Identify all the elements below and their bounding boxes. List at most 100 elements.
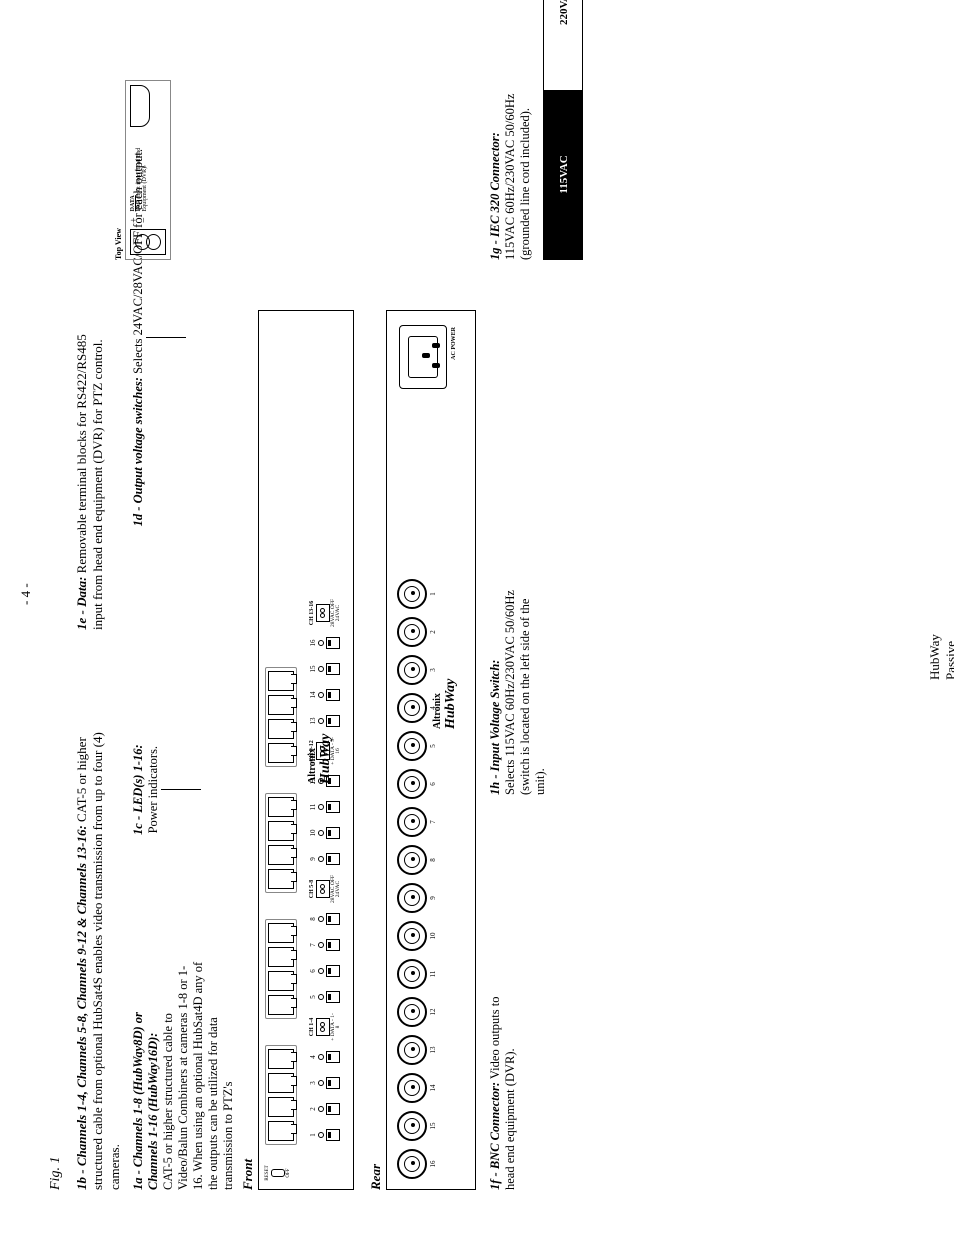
rj45-port-icon: [268, 845, 294, 865]
rj45-group: [265, 667, 297, 767]
channel-control: 7: [309, 935, 340, 955]
bnc-icon: [397, 883, 427, 913]
led-icon: [318, 916, 324, 922]
bnc-connector: 2: [397, 617, 437, 647]
callout-1g-title: 1g - IEC 320 Connector:: [488, 132, 502, 260]
figure-content: Fig. 1 1b - Channels 1-4, Channels 5-8, …: [48, 40, 928, 1190]
db9-connector-icon: [130, 85, 154, 127]
led-icon: [318, 692, 324, 698]
switch-icon: [326, 853, 340, 865]
rj45-port-icon: [268, 947, 294, 967]
switch-icon: [326, 965, 340, 977]
led-icon: [318, 1054, 324, 1060]
bnc-icon: [397, 845, 427, 875]
channel-control: 6: [309, 961, 340, 981]
callout-1f: 1f - BNC Connector: Video outputs to hea…: [488, 970, 583, 1190]
channel-control: 10: [309, 823, 340, 843]
channel-control: 15: [309, 659, 340, 679]
callout-1e: 1e - Data: Removable terminal blocks for…: [74, 330, 107, 630]
rj45-group: [265, 1045, 297, 1145]
channel-control: 2: [309, 1099, 340, 1119]
page-number: - 4 -: [18, 583, 34, 605]
rj45-group: [265, 793, 297, 893]
top-view-diagram: Top View + − DATA Data input from Head E…: [114, 80, 171, 260]
rj45-port-icon: [268, 821, 294, 841]
bnc-connector: 12: [397, 997, 437, 1027]
bnc-connector: 4: [397, 693, 437, 723]
terminal-block-icon: [130, 229, 166, 255]
terminal-minus: −: [140, 217, 150, 223]
bnc-connector: 14: [397, 1073, 437, 1103]
bnc-connector: 7: [397, 807, 437, 837]
led-icon: [318, 1080, 324, 1086]
bnc-icon: [397, 731, 427, 761]
rj45-port-icon: [268, 671, 294, 691]
switch-icon: [326, 715, 340, 727]
off-label: OFF: [286, 1163, 291, 1183]
logo-hubway: HubWay: [318, 734, 334, 784]
front-panel-label: Front: [240, 40, 256, 1190]
callout-1h: 1h - Input Voltage Switch: Selects 115VA…: [488, 575, 548, 795]
switch-icon: [326, 913, 340, 925]
iec-connector-icon: [399, 325, 447, 389]
callout-1g-body: 115VAC 60Hz/230VAC 50/60Hz (grounded lin…: [503, 94, 532, 260]
switch-icon: [326, 637, 340, 649]
switch-icon: [326, 1103, 340, 1115]
bnc-connector: 3: [397, 655, 437, 685]
rj45-port-icon: [268, 695, 294, 715]
front-panel-diagram: RESET OFF 1234CH 1-4+ DATA - 1-85678CH 5…: [258, 310, 354, 1190]
rear-logo-hubway: HubWay: [443, 679, 459, 729]
bnc-connector: 13: [397, 1035, 437, 1065]
rj45-port-icon: [268, 719, 294, 739]
led-icon: [318, 1106, 324, 1112]
switch-icon: [326, 1129, 340, 1141]
channel-control: 11: [309, 797, 340, 817]
led-icon: [318, 994, 324, 1000]
led-icon: [318, 968, 324, 974]
rear-panel-diagram: 16151413121110987654321 Altronix HubWay …: [386, 310, 476, 1190]
rj45-port-icon: [268, 1049, 294, 1069]
switch-icon: [326, 827, 340, 839]
bnc-connector: 8: [397, 845, 437, 875]
bnc-connector: 15: [397, 1111, 437, 1141]
bnc-icon: [397, 655, 427, 685]
bnc-connector: 1: [397, 579, 437, 609]
rj45-port-icon: [268, 971, 294, 991]
bnc-icon: [397, 959, 427, 989]
led-icon: [318, 942, 324, 948]
rj45-port-icon: [268, 1097, 294, 1117]
front-logo: Altronix HubWay: [307, 734, 334, 784]
led-icon: [318, 1132, 324, 1138]
rj45-port-icon: [268, 1073, 294, 1093]
channel-control: 16: [309, 633, 340, 653]
channel-control: 14: [309, 685, 340, 705]
bnc-icon: [397, 1035, 427, 1065]
bnc-connector: 9: [397, 883, 437, 913]
callout-1c-body: Power indicators.: [146, 746, 160, 833]
reset-label: RESET: [265, 1163, 270, 1183]
bnc-icon: [397, 1111, 427, 1141]
logo-altronix: Altronix: [307, 748, 318, 784]
bnc-icon: [397, 693, 427, 723]
bnc-icon: [397, 617, 427, 647]
led-icon: [318, 804, 324, 810]
callout-1c-title: 1c - LED(s) 1-16:: [131, 744, 145, 835]
callout-1d-title: 1d - Output voltage switches:: [131, 377, 145, 526]
ac-power-label: AC POWER: [451, 327, 457, 360]
bnc-connector: 16: [397, 1149, 437, 1179]
switch-icon: [326, 991, 340, 1003]
switch-icon: [326, 689, 340, 701]
callout-1b: 1b - Channels 1-4, Channels 5-8, Channel…: [74, 690, 123, 1190]
rj45-group: [265, 919, 297, 1019]
switch-icon: [326, 801, 340, 813]
top-view-note: Data input from Head End Equipment (DVR)…: [136, 133, 148, 211]
bnc-connector: 6: [397, 769, 437, 799]
voltage-220: 220VAC: [544, 0, 582, 90]
switch-icon: [326, 1051, 340, 1063]
switch-icon: [326, 1077, 340, 1089]
channel-control: 1: [309, 1125, 340, 1145]
switch-icon: [326, 663, 340, 675]
page-footer: HubWay Passive Unit: [927, 634, 954, 680]
led-icon: [318, 640, 324, 646]
reset-block: RESET OFF: [265, 1163, 291, 1183]
